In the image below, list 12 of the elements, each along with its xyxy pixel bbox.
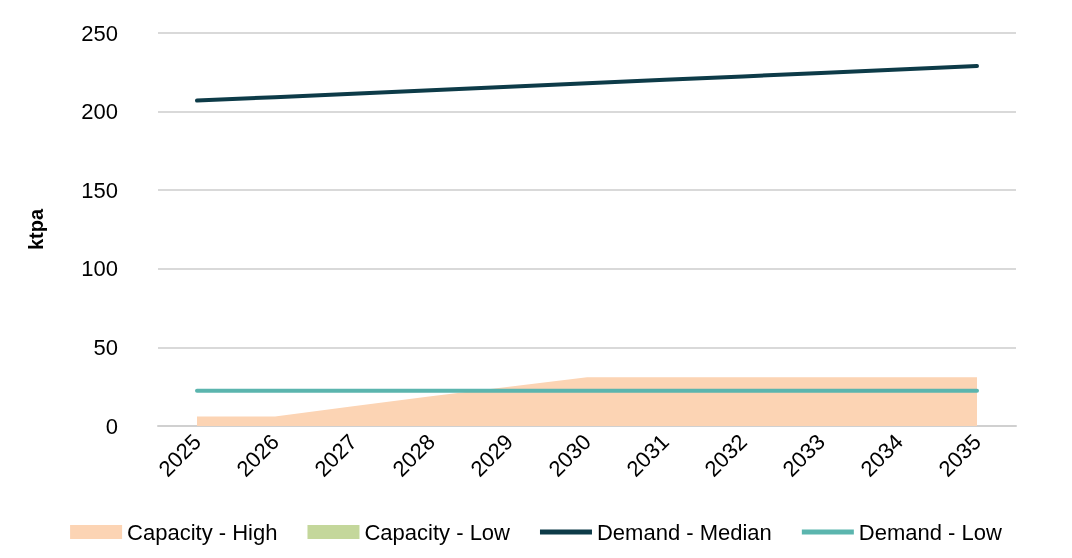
y-tick-label: 150	[81, 177, 118, 203]
y-axis-title: ktpa	[25, 208, 47, 251]
legend-label: Capacity - High	[127, 519, 278, 545]
legend-label: Demand - Low	[858, 519, 1003, 545]
y-tick-label: 100	[81, 256, 118, 282]
line-series	[195, 64, 979, 103]
y-tick-label: 250	[81, 20, 118, 46]
y-tick-label: 200	[81, 99, 118, 125]
y-tick-label: 50	[93, 334, 118, 360]
legend-label: Demand - Median	[596, 519, 772, 545]
y-tick-label: 0	[105, 413, 118, 439]
legend-label: Capacity - Low	[364, 519, 511, 545]
